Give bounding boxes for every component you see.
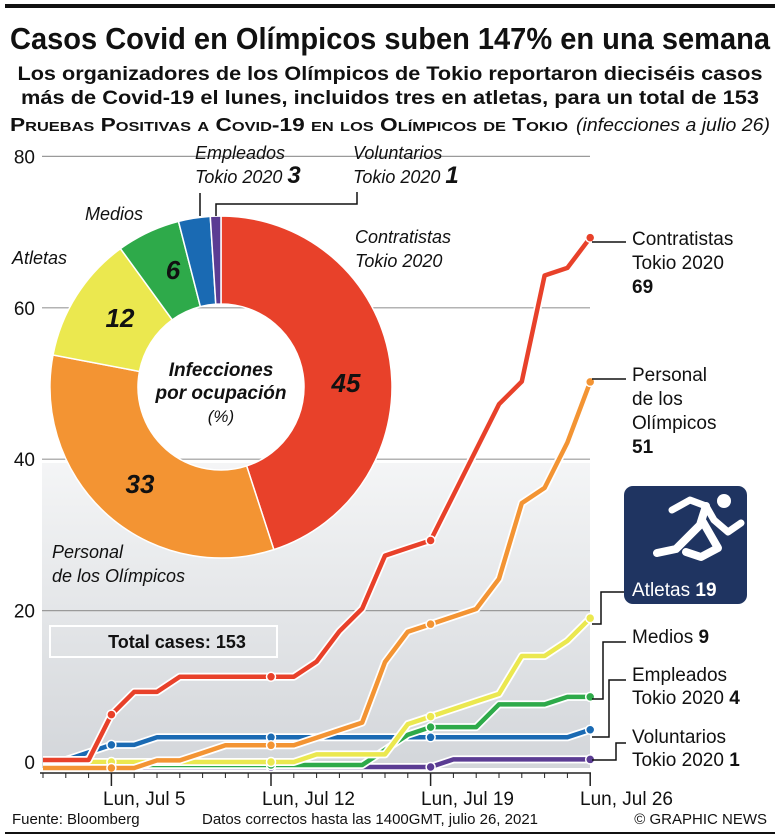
data-point-empleados [425,732,436,743]
y-tick-label: 60 [14,299,35,320]
bottom-rule [5,832,775,834]
donut-title-line-2: por ocupación [155,383,287,404]
section-title: Pruebas Positivas a Covid-19 en los Olím… [10,115,568,135]
top-rule [5,4,775,8]
y-tick-label: 40 [14,450,35,471]
runner-icon [653,494,745,561]
atletas-badge: Atletas 19 [624,486,747,604]
leader-voluntarios-line [592,742,626,761]
donut-slice-voluntarios [209,215,222,305]
x-tick-label-jul12: Lun, Jul 12 [262,789,355,810]
credit: © GRAPHIC NEWS [634,811,767,828]
slice-label-personal: Personal de los Olímpicos [52,542,185,586]
data-point-empleados [584,724,596,735]
end-label-voluntarios: Voluntarios Tokio 2020 1 [632,727,740,771]
total-cases-label: Total cases: 153 [108,632,246,652]
leader-medios [592,641,626,700]
data-point-empleados [106,739,117,751]
total-cases-box [49,625,278,658]
y-tick-label: 0 [24,753,35,774]
source-note: Fuente: Bloomberg [12,811,140,828]
slice-value-atletas: 12 [106,303,135,333]
atletas-badge-label: Atletas 19 [632,580,717,601]
data-point-personal [265,740,277,751]
slice-value-personal: 33 [126,469,155,499]
data-note: Datos correctos hasta las 1400GMT, julio… [202,811,538,828]
data-point-contratistas [584,232,596,243]
end-label-contratistas: Contratistas Tokio 2020 69 [632,229,733,298]
end-label-personal: Personal de los Olímpicos 51 [632,365,716,458]
x-tick-label-jul5: Lun, Jul 5 [103,789,185,810]
subtitle-line-2: más de Covid-19 el lunes, incluidos tres… [21,88,759,109]
data-point-atletas [584,612,596,624]
slice-label-voluntarios: Voluntarios Tokio 2020 1 [353,143,459,189]
slice-value-empleados: 3 [287,162,301,189]
data-point-voluntarios [425,761,436,773]
series-line-atletas [43,616,592,765]
y-tick-label: 80 [14,147,35,168]
data-point-contratistas [106,709,117,720]
slice-label-contratistas: Contratistas Tokio 2020 [355,227,451,271]
series-line-personal [43,381,593,771]
line-series [43,232,596,774]
y-tick-label: 20 [14,602,35,623]
end-label-medios: Medios 9 [632,627,709,648]
donut-chart [49,215,393,559]
end-label-empleados: Empleados Tokio 2020 4 [632,665,740,709]
page-title: Casos Covid en Olímpicos suben 147% en u… [10,21,771,56]
data-point-personal [106,762,117,774]
data-point-medios [425,721,436,733]
x-axis [40,772,591,786]
x-tick-label-jul19: Lun, Jul 19 [421,789,514,810]
data-point-personal [425,618,436,630]
slice-value-contratistas: 45 [331,368,361,398]
data-point-contratistas [265,671,277,682]
subtitle-line-1: Los organizadores de los Olímpicos de To… [18,64,763,85]
donut-center-label: Infecciones por ocupación (%) [155,360,287,426]
data-point-atletas [425,711,436,722]
x-tick-label-jul26: Lun, Jul 26 [580,789,673,810]
donut-title-line-1: Infecciones [169,360,274,381]
donut-unit: (%) [208,407,234,426]
slice-value-voluntarios: 1 [445,162,458,189]
donut-slice-personal [49,354,275,559]
section-note: (infecciones a julio 26) [576,115,770,135]
slice-label-empleados: Empleados Tokio 2020 3 [195,143,301,189]
leader-atletas [592,591,624,625]
slice-label-atletas: Atletas [11,248,67,268]
series-line-contratistas [43,236,592,763]
donut-slice-contratistas [220,215,393,551]
data-point-atletas [265,756,277,768]
leader-empleados-line [592,679,626,738]
slice-label-medios: Medios [85,204,143,224]
data-point-medios [584,691,596,703]
slice-value-medios: 6 [166,255,181,285]
leader-voluntarios [215,192,358,216]
data-point-contratistas [425,535,436,546]
y-axis: 0 20 40 60 80 [14,147,35,774]
